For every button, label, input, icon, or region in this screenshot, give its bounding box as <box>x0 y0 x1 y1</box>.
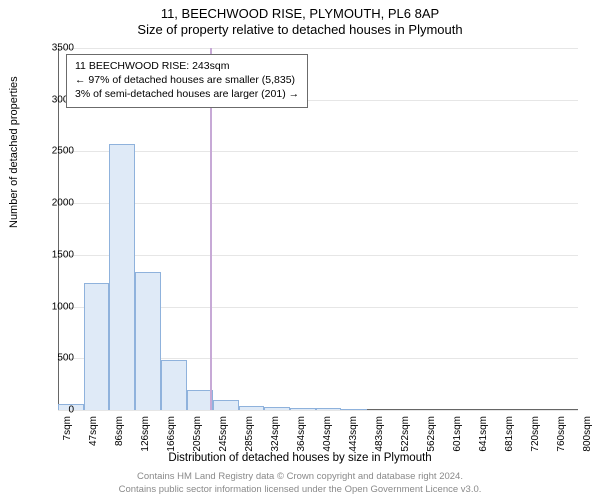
histogram-bar <box>316 408 341 410</box>
histogram-bar <box>264 407 290 410</box>
y-tick-label: 0 <box>68 405 74 416</box>
grid-line <box>58 151 578 152</box>
chart-footer: Contains HM Land Registry data © Crown c… <box>0 471 600 496</box>
chart-title-line1: 11, BEECHWOOD RISE, PLYMOUTH, PL6 8AP <box>0 6 600 21</box>
chart-title-line2: Size of property relative to detached ho… <box>0 22 600 37</box>
histogram-bar <box>239 406 264 410</box>
annotation-line: ← 97% of detached houses are smaller (5,… <box>75 73 299 87</box>
annotation-line: 11 BEECHWOOD RISE: 243sqm <box>75 59 299 73</box>
histogram-bar <box>161 360 186 410</box>
histogram-bar <box>341 409 367 410</box>
annotation-line: 3% of semi-detached houses are larger (2… <box>75 87 299 101</box>
footer-line1: Contains HM Land Registry data © Crown c… <box>0 471 600 483</box>
histogram-bar <box>84 283 109 410</box>
chart-title-block: 11, BEECHWOOD RISE, PLYMOUTH, PL6 8AP Si… <box>0 0 600 37</box>
grid-line <box>58 48 578 49</box>
grid-line <box>58 203 578 204</box>
y-tick-label: 3500 <box>52 43 74 54</box>
y-tick-label: 2500 <box>52 146 74 157</box>
grid-line <box>58 410 578 411</box>
x-axis-label: Distribution of detached houses by size … <box>0 452 600 464</box>
y-tick-label: 1500 <box>52 249 74 260</box>
histogram-bar <box>109 144 135 410</box>
y-axis-label: Number of detached properties <box>8 76 20 228</box>
y-tick-label: 1000 <box>52 301 74 312</box>
histogram-bar <box>187 390 213 410</box>
histogram-bar <box>290 408 316 410</box>
histogram-bar <box>135 272 161 410</box>
histogram-bar <box>213 400 239 410</box>
y-tick-label: 2000 <box>52 198 74 209</box>
y-tick-label: 500 <box>57 353 74 364</box>
annotation-box: 11 BEECHWOOD RISE: 243sqm← 97% of detach… <box>66 54 308 108</box>
footer-line2: Contains public sector information licen… <box>0 484 600 496</box>
grid-line <box>58 255 578 256</box>
